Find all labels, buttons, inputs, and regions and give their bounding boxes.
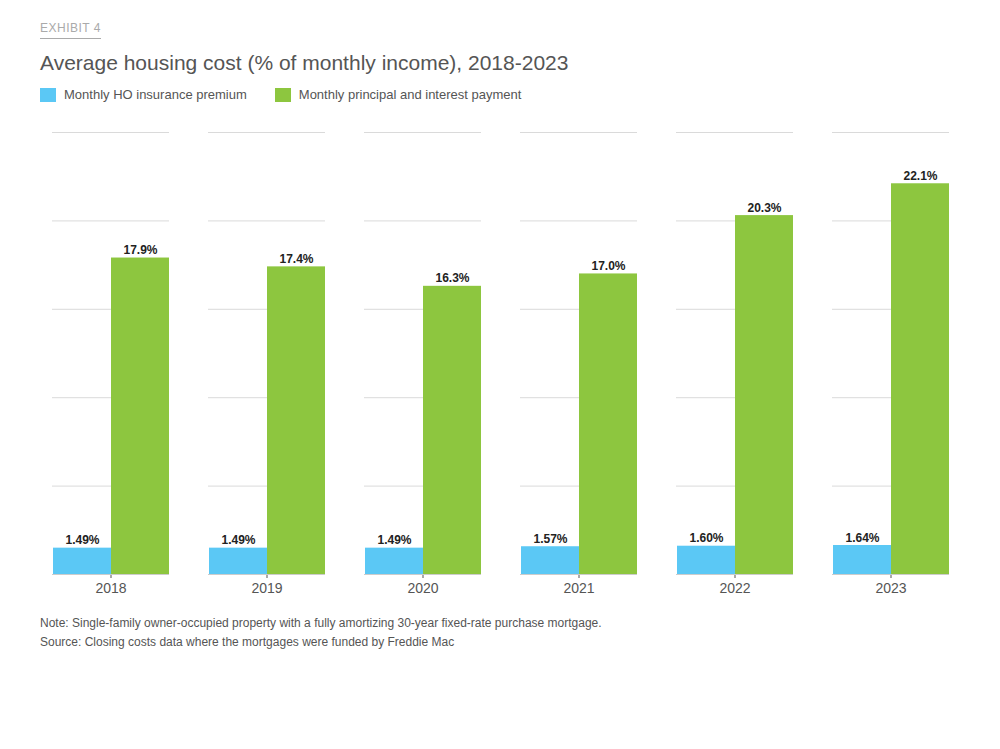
- svg-text:1.49%: 1.49%: [221, 533, 255, 547]
- svg-text:16.3%: 16.3%: [435, 271, 469, 285]
- html-text:Source: Closing costs data whe: Source: Closing costs data where the mor…: [40, 635, 455, 650]
- svg-text:17.4%: 17.4%: [279, 252, 313, 266]
- svg-text:1.60%: 1.60%: [689, 531, 723, 545]
- svg-text:1.64%: 1.64%: [845, 531, 879, 545]
- svg-text:20.3%: 20.3%: [747, 201, 781, 215]
- svg-text:17.9%: 17.9%: [123, 243, 157, 257]
- html-text:Average housing cost (% of mon: Average housing cost (% of monthly incom…: [40, 51, 569, 74]
- svg-text:1.49%: 1.49%: [65, 533, 99, 547]
- html-text:Monthly principal and interest: Monthly principal and interest payment: [298, 87, 522, 102]
- svg-text:2018: 2018: [95, 580, 126, 596]
- svg-text:2020: 2020: [407, 580, 438, 596]
- svg-text:2023: 2023: [875, 580, 906, 596]
- svg-text:2022: 2022: [719, 580, 750, 596]
- html-text:Monthly HO insurance premium: Monthly HO insurance premium: [64, 87, 247, 102]
- svg-text:2021: 2021: [563, 580, 594, 596]
- html-text:Note: Single-family owner-occu: Note: Single-family owner-occupied prope…: [40, 616, 602, 630]
- svg-text:1.57%: 1.57%: [533, 532, 567, 546]
- svg-text:22.1%: 22.1%: [903, 169, 937, 183]
- html-text:EXHIBIT 4: EXHIBIT 4: [40, 21, 101, 35]
- svg-text:17.0%: 17.0%: [591, 259, 625, 273]
- svg-text:1.49%: 1.49%: [377, 533, 411, 547]
- svg-text:2019: 2019: [251, 580, 282, 596]
